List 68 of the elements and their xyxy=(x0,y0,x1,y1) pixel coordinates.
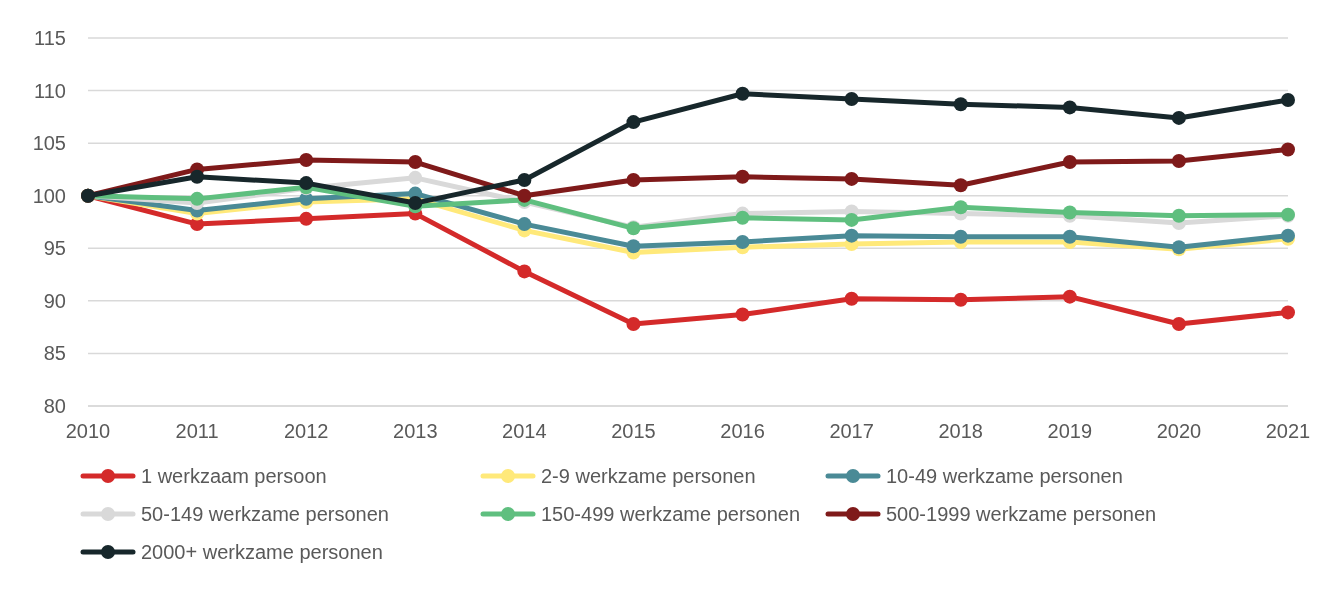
point xyxy=(1171,110,1186,125)
point xyxy=(953,200,968,215)
x-tick-label: 2014 xyxy=(502,420,547,442)
point xyxy=(735,86,750,101)
point xyxy=(953,97,968,112)
point xyxy=(953,178,968,193)
point xyxy=(844,212,859,227)
point xyxy=(844,228,859,243)
point xyxy=(735,307,750,322)
point xyxy=(844,291,859,306)
point xyxy=(299,152,314,167)
x-tick-label: 2016 xyxy=(720,420,765,442)
point xyxy=(1281,305,1295,320)
point xyxy=(517,188,532,203)
point xyxy=(626,239,641,254)
point xyxy=(1062,289,1077,304)
point xyxy=(408,155,423,170)
point xyxy=(735,169,750,184)
point xyxy=(1171,154,1186,169)
y-tick-label: 95 xyxy=(43,237,66,260)
legend-label: 2000+ werkzame personen xyxy=(141,541,383,563)
point xyxy=(1281,93,1295,108)
point xyxy=(626,316,641,331)
point xyxy=(299,176,314,191)
point xyxy=(517,264,532,279)
point xyxy=(1171,316,1186,331)
y-tick-label: 105 xyxy=(32,132,66,155)
x-tick-label: 2021 xyxy=(1265,420,1311,442)
legend-label: 150-499 werkzame personen xyxy=(541,503,801,525)
point xyxy=(844,91,859,106)
x-tick-label: 2018 xyxy=(938,420,983,442)
point xyxy=(299,211,314,226)
y-tick-label: 85 xyxy=(43,342,66,365)
point xyxy=(517,172,532,187)
point xyxy=(735,234,750,249)
point xyxy=(1062,155,1077,170)
x-tick-label: 2012 xyxy=(283,420,329,442)
x-tick-label: 2020 xyxy=(1156,420,1202,442)
point xyxy=(1062,100,1077,115)
x-tick-label: 2019 xyxy=(1047,420,1093,442)
point xyxy=(517,217,532,232)
point xyxy=(1281,142,1295,157)
y-tick-label: 80 xyxy=(43,395,66,417)
legend-label: 500-1999 werkzame personen xyxy=(886,503,1157,525)
legend-label: 10-49 werkzame personen xyxy=(886,465,1123,487)
legend-label: 1 werkzaam persoon xyxy=(141,465,327,487)
y-tick-label: 115 xyxy=(34,27,66,49)
point xyxy=(408,170,423,185)
x-tick-label: 2010 xyxy=(65,420,111,442)
point xyxy=(735,210,750,225)
x-tick-label: 2013 xyxy=(393,420,438,442)
y-tick-label: 110 xyxy=(34,79,66,102)
x-tick-label: 2017 xyxy=(829,420,874,442)
point xyxy=(626,172,641,187)
point xyxy=(953,292,968,307)
x-tick-label: 2011 xyxy=(175,420,219,442)
legend-label: 50-149 werkzame personen xyxy=(141,503,389,525)
point xyxy=(844,171,859,186)
y-tick-label: 90 xyxy=(43,289,66,312)
point xyxy=(626,115,641,130)
x-tick-label: 2015 xyxy=(611,420,656,442)
point xyxy=(190,169,205,184)
point xyxy=(1062,229,1077,244)
point xyxy=(1171,208,1186,223)
y-tick-label: 100 xyxy=(32,184,66,207)
point xyxy=(953,229,968,244)
legend-label: 2-9 werkzame personen xyxy=(541,465,756,487)
point xyxy=(190,191,205,206)
